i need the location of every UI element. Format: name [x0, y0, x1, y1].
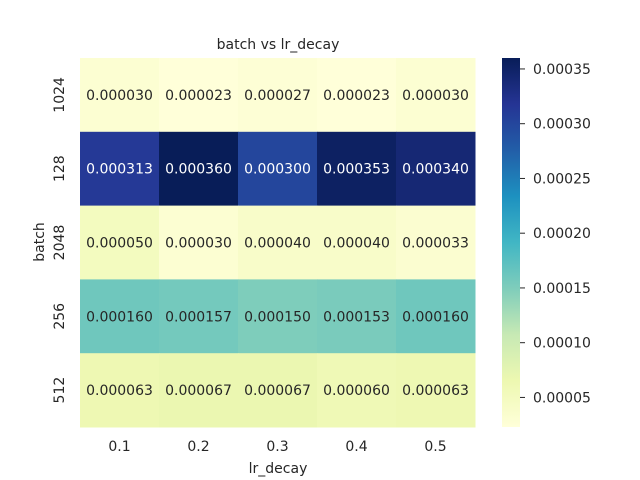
heatmap-cell: [317, 131, 397, 207]
cell-value-label: 0.000067: [244, 383, 311, 399]
cell-value-label: 0.000313: [86, 162, 153, 178]
colorbar-tick-label: 0.00020: [533, 226, 591, 242]
colorbar-tick-label: 0.00015: [533, 281, 591, 297]
y-tick-label: 2048: [52, 225, 68, 261]
cell-value-label: 0.000027: [244, 88, 311, 104]
colorbar-tick-label: 0.00025: [533, 171, 591, 187]
heatmap-cell: [159, 353, 239, 428]
colorbar-tick-label: 0.00005: [533, 390, 591, 406]
x-axis-label: lr_decay: [249, 461, 308, 477]
x-tick-label: 0.4: [345, 439, 367, 455]
heatmap-cell: [238, 131, 318, 207]
heatmap-cell: [317, 353, 397, 428]
heatmap-cell: [317, 279, 397, 354]
heatmap-cell: [317, 58, 397, 133]
heatmap-cell: [80, 353, 160, 428]
cell-value-label: 0.000030: [165, 236, 232, 252]
colorbar-ticks: 0.00005 0.00010 0.00015 0.00020 0.00025 0.000…: [520, 62, 591, 406]
cell-value-label: 0.000040: [244, 236, 311, 252]
heatmap-cell: [238, 353, 318, 428]
x-tick-label: 0.3: [266, 439, 288, 455]
cell-value-label: 0.000030: [402, 88, 469, 104]
heatmap-cell: [159, 131, 239, 207]
y-tick-label: 256: [52, 303, 68, 330]
x-tick-label: 0.1: [108, 439, 130, 455]
cell-value-label: 0.000300: [244, 162, 311, 178]
heatmap-cell: [396, 131, 476, 207]
heatmap-cell: [396, 205, 476, 280]
cell-value-label: 0.000340: [402, 162, 469, 178]
heatmap-cell: [396, 353, 476, 428]
colorbar-tick-label: 0.00035: [533, 62, 591, 78]
heatmap-cells: [80, 58, 476, 428]
cell-value-label: 0.000050: [86, 236, 153, 252]
cell-value-label: 0.000160: [86, 309, 153, 325]
heatmap-cell: [396, 58, 476, 133]
heatmap-cell: [159, 205, 239, 280]
cell-value-label: 0.000360: [165, 162, 232, 178]
cell-value-label: 0.000153: [323, 309, 390, 325]
heatmap-cell: [238, 279, 318, 354]
x-tick-label: 0.2: [187, 439, 209, 455]
heatmap-cell-labels: 0.000030 0.000023 0.000027 0.000023 0.000030…: [86, 88, 469, 399]
heatmap-cell: [159, 279, 239, 354]
y-tick-label: 512: [52, 377, 68, 404]
cell-value-label: 0.000030: [86, 88, 153, 104]
cell-value-label: 0.000063: [86, 383, 153, 399]
colorbar-tick-label: 0.00030: [533, 117, 591, 133]
cell-value-label: 0.000033: [402, 236, 469, 252]
cell-value-label: 0.000067: [165, 383, 232, 399]
heatmap-cell: [80, 205, 160, 280]
heatmap-cell: [396, 279, 476, 354]
heatmap-cell: [80, 279, 160, 354]
cell-value-label: 0.000060: [323, 383, 390, 399]
y-tick-label: 128: [52, 155, 68, 182]
cell-value-label: 0.000023: [323, 88, 390, 104]
chart-title: batch vs lr_decay: [217, 37, 340, 53]
heatmap-cell: [317, 205, 397, 280]
colorbar: [502, 58, 520, 427]
x-axis-ticks: 0.1 0.2 0.3 0.4 0.5: [108, 439, 446, 455]
cell-value-label: 0.000150: [244, 309, 311, 325]
heatmap-cell: [238, 58, 318, 133]
y-axis-label: batch: [32, 222, 48, 262]
cell-value-label: 0.000353: [323, 162, 390, 178]
colorbar-tick-label: 0.00010: [533, 336, 591, 352]
heatmap-cell: [238, 205, 318, 280]
x-tick-label: 0.5: [424, 439, 446, 455]
cell-value-label: 0.000157: [165, 309, 232, 325]
y-tick-label: 1024: [52, 77, 68, 113]
heatmap-cell: [80, 58, 160, 133]
cell-value-label: 0.000063: [402, 383, 469, 399]
y-axis-ticks: 1024 128 2048 256 512: [52, 77, 68, 403]
cell-value-label: 0.000023: [165, 88, 232, 104]
cell-value-label: 0.000160: [402, 309, 469, 325]
cell-value-label: 0.000040: [323, 236, 390, 252]
heatmap-cell: [159, 58, 239, 133]
heatmap-cell: [80, 131, 160, 207]
